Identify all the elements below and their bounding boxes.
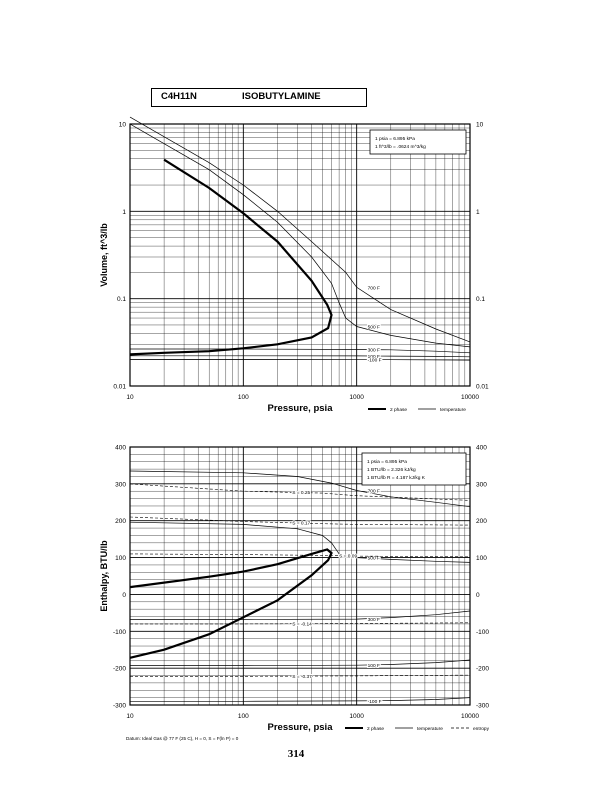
- entropy-label: S = -0.14: [292, 622, 312, 628]
- entropy-line: [129, 553, 471, 558]
- temperature-label: -100 F: [368, 358, 382, 364]
- datum-footnote: Datum: Ideal Gas @ 77 F (25 C), H = 0, S…: [126, 736, 239, 741]
- temperature-line: [129, 521, 471, 563]
- x-tick-label: 100: [238, 713, 249, 720]
- entropy-line: [129, 483, 471, 501]
- entropy-line: [129, 516, 471, 526]
- y-tick-label-left: -300: [113, 703, 126, 710]
- y-tick-label-right: -300: [476, 703, 489, 710]
- y-tick-label-left: 0.01: [113, 384, 126, 391]
- entropy-label: S = 0.09: [339, 554, 357, 560]
- temperature-label: 300 F: [368, 617, 380, 623]
- y-tick-label-left: 1: [122, 209, 126, 216]
- plot-frame: [129, 446, 471, 706]
- y-tick-label-right: -200: [476, 666, 489, 673]
- entropy-line: [130, 622, 471, 625]
- y-tick-label-left: -200: [113, 666, 126, 673]
- temperature-line: [129, 116, 471, 343]
- entropy-label: S = 0.25: [292, 490, 310, 496]
- conversion-text: 1 BTU/lb R = 4.187 kJ/kg K: [367, 475, 426, 481]
- y-tick-label-left: 0.1: [117, 296, 126, 303]
- entropy-label: S = 0.17: [292, 521, 310, 527]
- temperature-label: 700 F: [368, 285, 380, 291]
- plot-frame: [129, 123, 471, 387]
- temperature-line: [129, 123, 471, 348]
- legend-label: 2 phase: [390, 407, 407, 413]
- y-tick-label-right: -100: [476, 629, 489, 636]
- legend-label: temperature: [440, 407, 466, 413]
- y-tick-label-left: 300: [115, 481, 126, 488]
- conversion-box: [361, 452, 467, 486]
- x-tick-label: 10000: [461, 713, 479, 720]
- compound-formula: C4H11N: [161, 91, 197, 102]
- temperature-label: 300 F: [368, 347, 380, 353]
- temperature-label: 100 F: [368, 354, 380, 360]
- y-tick-label-right: 300: [476, 481, 487, 488]
- conversion-box: [369, 129, 467, 155]
- y-tick-label-left: -100: [113, 629, 126, 636]
- y-axis-label: Volume, ft^3/lb: [99, 223, 109, 287]
- legend-label: entropy: [473, 726, 490, 732]
- y-axis-label: Enthalpy, BTU/lb: [99, 540, 109, 612]
- y-tick-label-left: 200: [115, 518, 126, 525]
- temperature-line: [129, 470, 471, 508]
- temperature-label: 500 F: [368, 556, 380, 562]
- x-tick-label: 10: [126, 713, 134, 720]
- x-tick-label: 100: [238, 394, 249, 401]
- compound-name: ISOBUTYLAMINE: [242, 91, 321, 102]
- two-phase-curve: [129, 158, 333, 356]
- temperature-line: [130, 359, 471, 361]
- conversion-text: 1 ft^3/lb = .0624 m^3/kg: [375, 144, 426, 150]
- x-tick-label: 1000: [349, 713, 364, 720]
- entropy-label: S = -0.37: [292, 674, 312, 680]
- conversion-text: 1 BTU/lb = 2.326 kJ/kg: [367, 467, 416, 473]
- legend-label: temperature: [417, 726, 443, 732]
- page-number: 314: [287, 748, 305, 760]
- temperature-line: [130, 659, 471, 666]
- temperature-label: 100 F: [368, 663, 380, 669]
- x-tick-label: 1000: [349, 394, 364, 401]
- y-tick-label-right: 100: [476, 555, 487, 562]
- x-tick-label: 10000: [461, 394, 479, 401]
- temperature-line: [130, 348, 471, 354]
- temperature-line: [130, 610, 471, 620]
- y-tick-label-right: 0: [476, 592, 480, 599]
- two-phase-curve: [129, 548, 333, 659]
- x-axis-label: Pressure, psia: [268, 722, 334, 733]
- entropy-line: [130, 674, 471, 677]
- y-tick-label-left: 400: [115, 445, 126, 452]
- x-axis-label: Pressure, psia: [268, 403, 334, 414]
- y-tick-label-right: 0.1: [476, 296, 485, 303]
- temperature-line: [130, 697, 471, 702]
- y-tick-label-right: 0.01: [476, 384, 489, 391]
- y-tick-label-right: 1: [476, 209, 480, 216]
- y-tick-label-right: 400: [476, 445, 487, 452]
- legend-label: 2 phase: [367, 726, 384, 732]
- y-tick-label-left: 100: [115, 555, 126, 562]
- x-tick-label: 10: [126, 394, 134, 401]
- y-tick-label-left: 0: [122, 592, 126, 599]
- temperature-label: -100 F: [368, 699, 382, 705]
- conversion-text: 1 psia = 6.895 kPa: [375, 136, 415, 142]
- temperature-line: [130, 355, 471, 358]
- conversion-text: 1 psia = 6.895 kPa: [367, 459, 407, 465]
- y-tick-label-left: 10: [119, 122, 127, 129]
- temperature-label: 700 F: [368, 488, 380, 494]
- y-tick-label-right: 10: [476, 122, 484, 129]
- y-tick-label-right: 200: [476, 518, 487, 525]
- chart-title-box: C4H11N ISOBUTYLAMINE: [151, 88, 367, 107]
- temperature-label: 500 F: [368, 325, 380, 331]
